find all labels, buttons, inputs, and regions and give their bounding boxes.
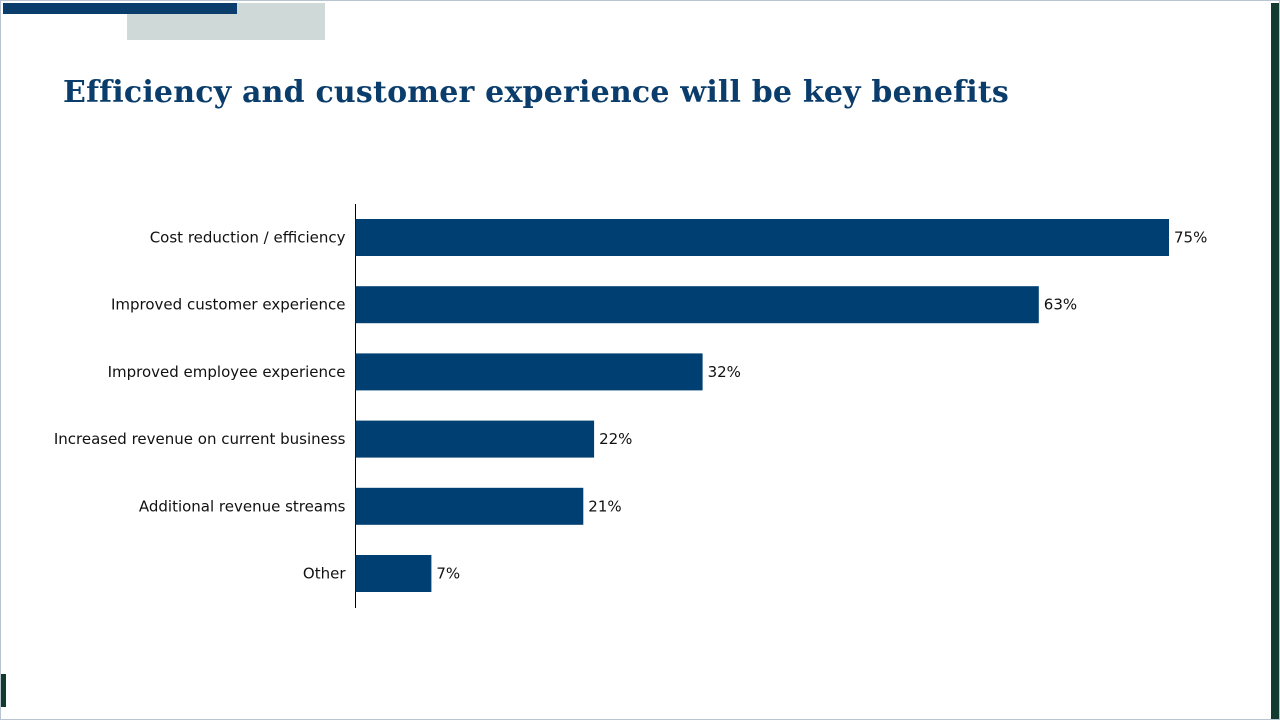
category-label: Improved customer experience — [111, 296, 346, 314]
top-accent-bar — [3, 3, 237, 14]
category-label: Cost reduction / efficiency — [150, 229, 346, 247]
data-label: 22% — [599, 430, 632, 448]
bar — [355, 420, 595, 458]
data-label: 75% — [1174, 229, 1207, 247]
data-label: 7% — [436, 565, 460, 583]
category-label: Other — [303, 565, 346, 583]
category-label: Improved employee experience — [108, 363, 346, 381]
right-edge-accent — [1271, 3, 1279, 719]
data-label: 63% — [1044, 296, 1077, 314]
slide-title: Efficiency and customer experience will … — [63, 75, 1010, 110]
bar — [355, 353, 703, 391]
data-label: 32% — [708, 363, 741, 381]
bar — [355, 555, 432, 592]
bar — [355, 286, 1039, 324]
left-edge-accent — [1, 674, 6, 707]
category-label: Increased revenue on current business — [54, 430, 346, 448]
bar — [355, 487, 584, 525]
category-label: Additional revenue streams — [139, 497, 346, 515]
bar — [355, 219, 1169, 256]
data-label: 21% — [588, 497, 621, 515]
